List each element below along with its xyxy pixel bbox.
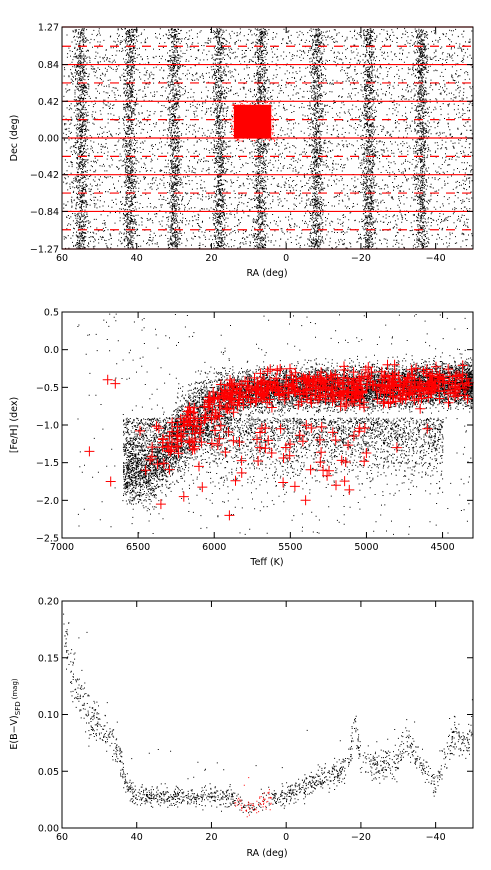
p1-y-tick-label: 0.00: [38, 134, 59, 145]
teff-feh-panel: 7000 6500 6000 5500 5000 4500 −2.5 −2.0 −1.5 −1.0…: [9, 308, 474, 568]
p3-ylabel-main: E(B−V): [9, 715, 20, 749]
p3-x-tick-label: −40: [426, 832, 446, 843]
p2-y-tick-label: −2.5: [36, 534, 59, 545]
p1-highlight-edge-dots: [231, 101, 276, 142]
p3-ylabel-unit: (mag): [11, 678, 19, 699]
p3-x-tick-label: −20: [351, 832, 371, 843]
p2-x-tick-label: 7000: [50, 542, 74, 553]
reddening-panel: 60 40 20 0 −20 −40 0.00 0.05 0.10 0.15 0.20 RA (de…: [9, 597, 474, 859]
p3-y-tick-label: 0.15: [38, 653, 59, 664]
p2-x-tick-label: 5000: [354, 542, 378, 553]
p2-x-tick-label: 6000: [202, 542, 226, 553]
p3-ticks: 60 40 20 0 −20 −40 0.00 0.05 0.10 0.15 0.20: [38, 597, 473, 843]
p1-x-tick-label: −40: [426, 253, 446, 264]
p1-y-tick-label: −0.42: [30, 170, 59, 181]
p2-y-tick-label: −1.0: [36, 421, 59, 432]
p3-points: [63, 613, 473, 818]
p1-y-axis-label: Dec (deg): [9, 115, 20, 162]
p2-x-tick-label: 5500: [278, 542, 302, 553]
p3-x-tick-label: 40: [131, 832, 143, 843]
p3-reddening-dots: [63, 613, 473, 814]
p3-y-tick-label: 0.05: [38, 767, 59, 778]
p2-x-tick-label: 4500: [430, 542, 454, 553]
p1-x-axis-label: RA (deg): [246, 268, 287, 279]
p2-star-dots: [77, 313, 474, 535]
p3-x-tick-label: 0: [283, 832, 289, 843]
p2-plus-markers: [84, 359, 474, 521]
p3-ylabel-sub: SFD: [14, 701, 22, 715]
p2-y-tick-label: −1.5: [36, 458, 59, 469]
p2-y-tick-label: 0.5: [44, 308, 59, 319]
p1-reference-lines: [62, 26, 473, 250]
p1-y-tick-label: −1.27: [30, 245, 59, 256]
p1-ticks: 60 40 20 0 −20 −40 −1.27 −0.84 −0.42 0.00 0.42 0.84…: [30, 23, 473, 264]
p1-x-tick-label: −20: [351, 253, 371, 264]
p3-y-tick-label: 0.10: [38, 710, 59, 721]
p2-y-tick-label: 0.0: [44, 345, 59, 356]
p2-y-tick-label: −0.5: [36, 383, 59, 394]
p2-y-tick-label: −2.0: [36, 496, 59, 507]
p3-plot-frame: [61, 600, 474, 829]
p1-y-tick-label: 0.84: [38, 60, 59, 71]
sky-coverage-panel: 60 40 20 0 −20 −40 −1.27 −0.84 −0.42 0.00 0.42 0.84…: [9, 23, 474, 279]
p3-x-tick-label: 20: [205, 832, 217, 843]
p2-x-axis-label: Teff (K): [249, 557, 283, 568]
p1-y-tick-label: −0.84: [30, 207, 59, 218]
p2-x-tick-label: 6500: [126, 542, 150, 553]
p3-x-axis-label: RA (deg): [246, 848, 287, 859]
p1-y-tick-label: 0.42: [38, 97, 59, 108]
p3-x-tick-label: 60: [56, 832, 68, 843]
p1-x-tick-label: 40: [131, 253, 143, 264]
p2-y-axis-label: [Fe/H] (dex): [9, 397, 20, 453]
p1-x-tick-label: 20: [205, 253, 217, 264]
p3-y-tick-label: 0.00: [38, 824, 59, 835]
p2-ticks: 7000 6500 6000 5500 5000 4500 −2.5 −2.0 −1.5 −1.0…: [36, 308, 473, 553]
p2-points: [77, 313, 474, 535]
p2-highlight-markers: [84, 359, 474, 521]
p3-y-tick-label: 0.20: [38, 597, 59, 608]
p1-y-tick-label: 1.27: [38, 23, 59, 34]
p3-y-axis-label: E(B−V)SFD (mag): [9, 678, 22, 750]
p1-points: [63, 28, 473, 249]
p1-x-tick-label: 60: [56, 253, 68, 264]
p3-highlight-dots: [234, 777, 273, 818]
p1-x-tick-label: 0: [283, 253, 289, 264]
